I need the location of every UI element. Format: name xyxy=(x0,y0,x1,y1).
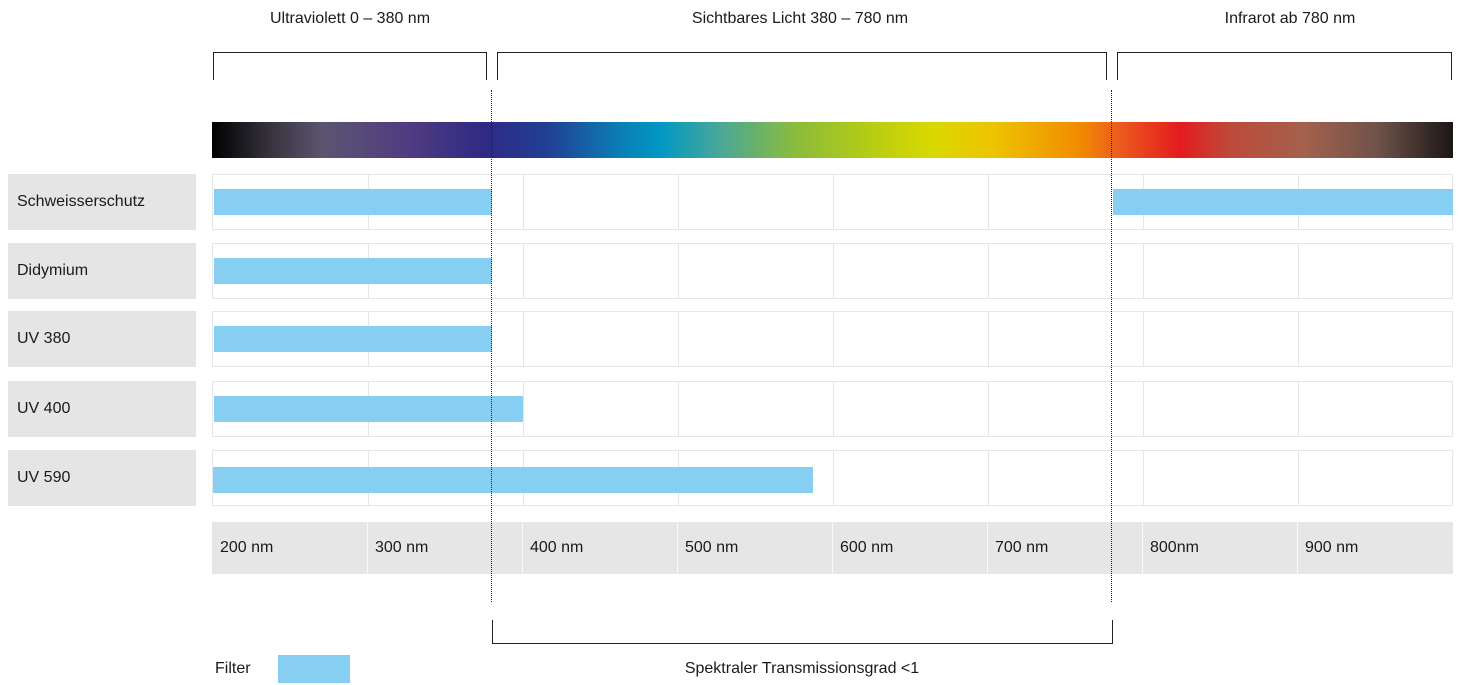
ir-boundary-line xyxy=(1111,90,1112,602)
filter-bar xyxy=(213,467,813,493)
filter-label-didymium: Didymium xyxy=(8,243,196,299)
filter-bar xyxy=(214,326,492,352)
filter-track-uv-590 xyxy=(212,450,1453,506)
uv-boundary-line xyxy=(491,90,492,602)
filter-track-schweisserschutz xyxy=(212,174,1453,230)
filter-track-uv-400 xyxy=(212,381,1453,437)
filter-bar xyxy=(214,396,523,422)
filter-label-uv-380: UV 380 xyxy=(8,311,196,367)
axis-tick-label: 600 nm xyxy=(840,539,894,556)
bracket-visible-light xyxy=(497,52,1107,80)
axis-tick-label: 800nm xyxy=(1150,539,1199,556)
bracket-ultraviolet xyxy=(213,52,487,80)
axis-tick-label: 700 nm xyxy=(995,539,1049,556)
region-label-infrared: Infrarot ab 780 nm xyxy=(1224,10,1356,27)
filter-bar-ir-block xyxy=(1113,189,1453,215)
filter-label-uv-590: UV 590 xyxy=(8,450,196,506)
filter-bar xyxy=(214,258,492,284)
region-label-visible-light: Sichtbares Licht 380 – 780 nm xyxy=(691,10,909,27)
filter-label-uv-400: UV 400 xyxy=(8,381,196,437)
transmission-label: Spektraler Transmissionsgrad <1 xyxy=(684,660,920,677)
wavelength-axis: 200 nm 300 nm 400 nm 500 nm 600 nm 700 n… xyxy=(212,522,1453,574)
legend-swatch xyxy=(278,655,350,683)
filter-label-schweisserschutz: Schweisserschutz xyxy=(8,174,196,230)
filter-track-didymium xyxy=(212,243,1453,299)
axis-tick-label: 500 nm xyxy=(685,539,739,556)
region-label-ultraviolet: Ultraviolett 0 – 380 nm xyxy=(269,10,431,27)
filter-track-uv-380 xyxy=(212,311,1453,367)
bracket-infrared xyxy=(1117,52,1452,80)
filter-bar-uv-block xyxy=(214,189,492,215)
axis-tick-label: 900 nm xyxy=(1305,539,1359,556)
spectrum-bar xyxy=(212,122,1453,158)
axis-tick-label: 400 nm xyxy=(530,539,584,556)
axis-tick-label: 200 nm xyxy=(220,539,274,556)
axis-tick-label: 300 nm xyxy=(375,539,429,556)
transmission-bracket xyxy=(492,620,1113,644)
legend-label: Filter xyxy=(215,660,251,677)
